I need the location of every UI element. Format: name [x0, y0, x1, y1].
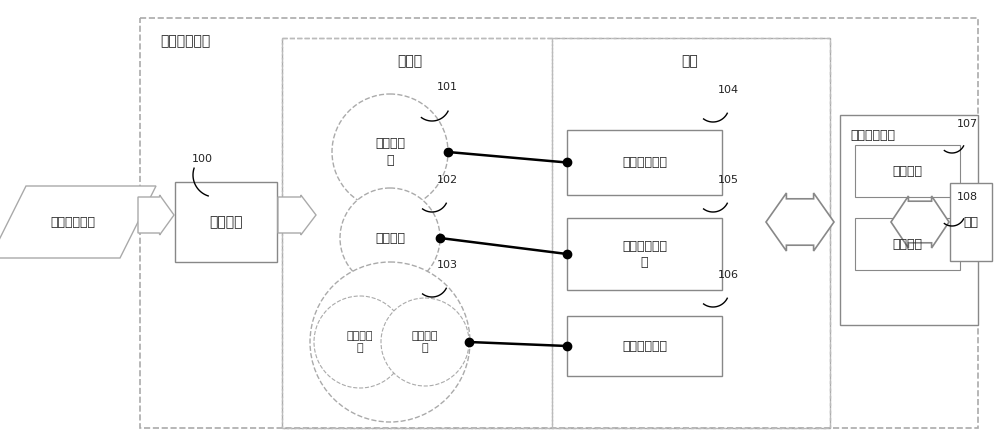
Text: 用户: 用户 [964, 215, 978, 229]
Polygon shape [138, 195, 174, 235]
Text: 103: 103 [437, 260, 458, 270]
Text: 105: 105 [718, 175, 739, 185]
Polygon shape [891, 196, 949, 248]
Polygon shape [766, 193, 834, 251]
Circle shape [340, 188, 440, 288]
Bar [552, 38, 830, 428]
Text: 标称型特
征: 标称型特 征 [412, 331, 438, 353]
Text: 机器学习模型: 机器学习模型 [622, 340, 667, 353]
Bar [567, 316, 722, 376]
Text: 检测服务系统: 检测服务系统 [160, 34, 210, 48]
Bar [950, 183, 992, 261]
Text: 图类特征: 图类特征 [375, 231, 405, 245]
Text: 获取输出: 获取输出 [893, 238, 922, 250]
Text: 102: 102 [437, 175, 458, 185]
Bar [282, 38, 552, 428]
Text: 数値型特
征: 数値型特 征 [347, 331, 373, 353]
Bar [855, 145, 960, 197]
Text: 图相似匹配模
型: 图相似匹配模 型 [622, 239, 667, 269]
Text: 107: 107 [957, 119, 978, 129]
Polygon shape [0, 186, 156, 258]
Bar [567, 130, 722, 195]
Circle shape [310, 262, 470, 422]
Bar [855, 218, 960, 270]
Text: 特征集: 特征集 [397, 54, 422, 68]
Text: 108: 108 [957, 192, 978, 202]
Polygon shape [278, 195, 316, 235]
Bar [282, 38, 830, 428]
Text: 网络流量数据: 网络流量数据 [50, 215, 96, 229]
Text: 104: 104 [718, 85, 739, 95]
Text: 100: 100 [192, 154, 213, 164]
Circle shape [332, 94, 448, 210]
Circle shape [314, 296, 406, 388]
Text: 模型: 模型 [681, 54, 698, 68]
Text: 模型控制模块: 模型控制模块 [850, 129, 895, 142]
Text: 106: 106 [718, 270, 739, 280]
Text: 101: 101 [437, 82, 458, 92]
Text: 规则匹配模型: 规则匹配模型 [622, 156, 667, 169]
Circle shape [381, 298, 469, 386]
Text: 模型选择: 模型选择 [893, 164, 922, 178]
Bar [175, 182, 277, 262]
Bar [567, 218, 722, 290]
Text: 规则类特
征: 规则类特 征 [375, 137, 405, 167]
Bar [140, 18, 978, 428]
Text: 特征提取: 特征提取 [209, 215, 243, 229]
Bar [840, 115, 978, 325]
